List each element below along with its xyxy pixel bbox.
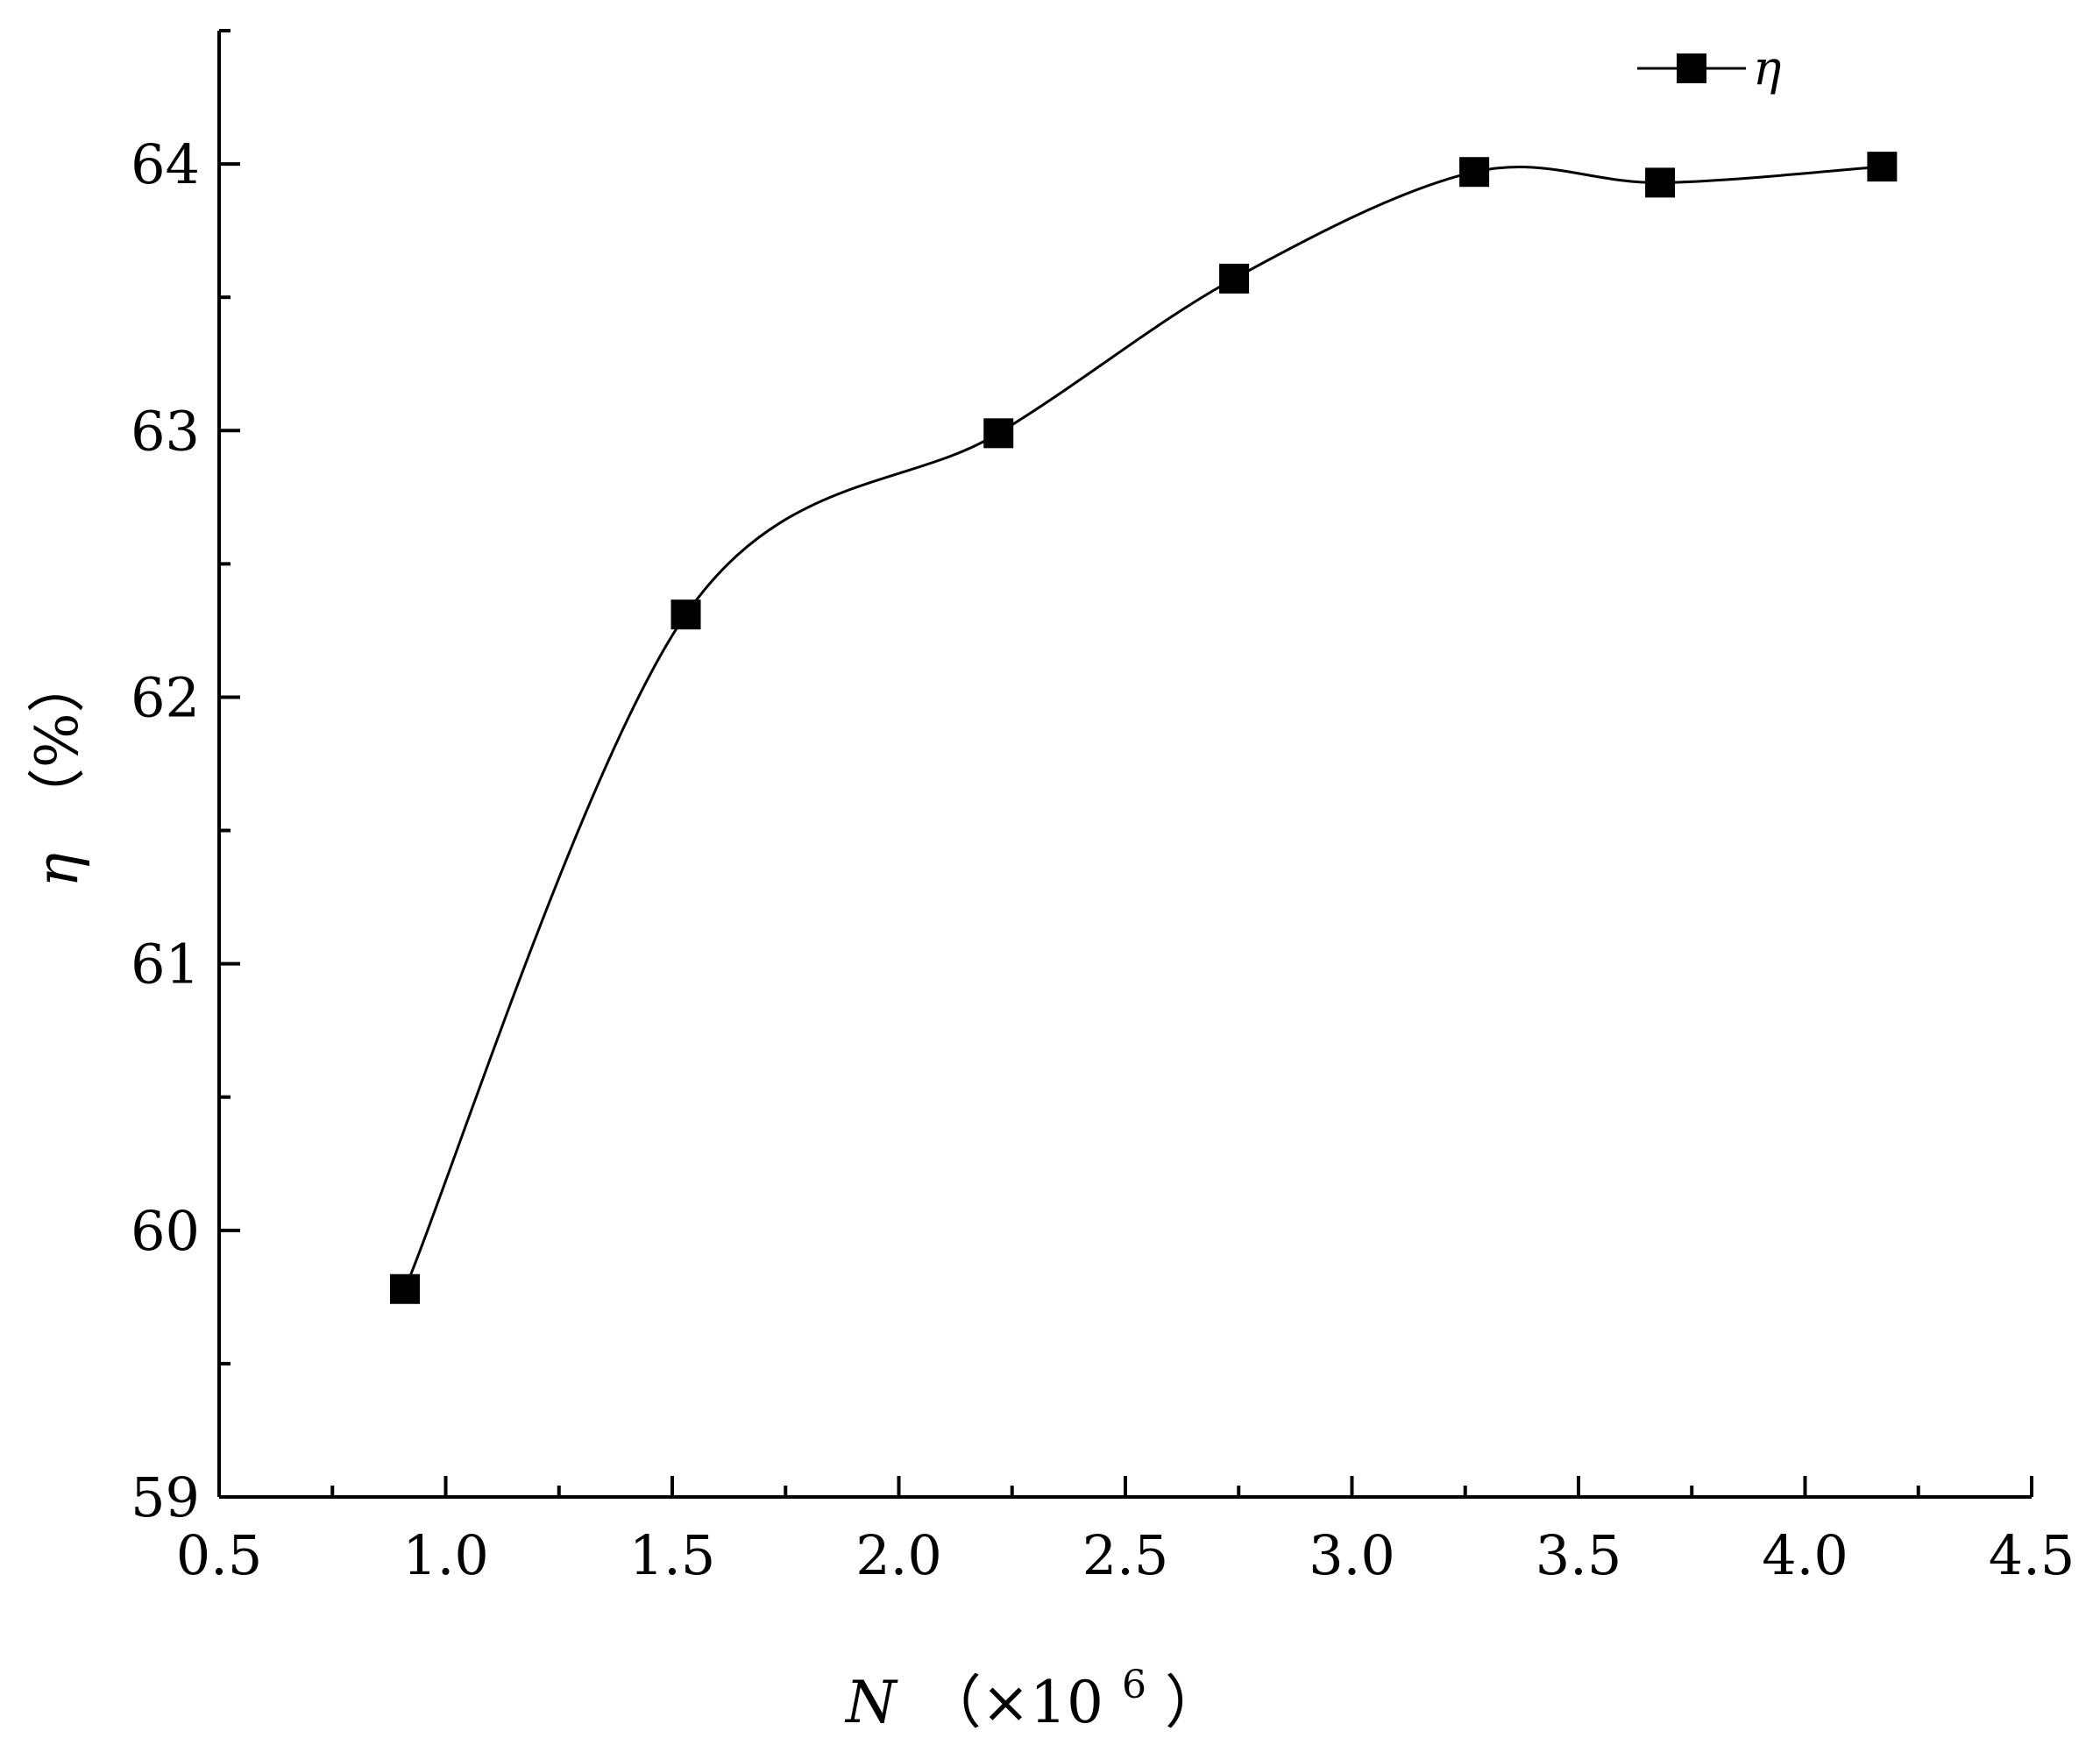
data-point [670, 599, 701, 630]
x-axis-unit-close: ） [1165, 1669, 1223, 1736]
x-tick-label: 1.5 [629, 1523, 716, 1587]
x-tick-label: 3.0 [1309, 1523, 1395, 1587]
x-tick-label: 4.5 [1989, 1523, 2075, 1587]
data-point [983, 418, 1014, 449]
data-point [1219, 263, 1250, 294]
data-point [1867, 152, 1898, 182]
y-tick-label: 60 [131, 1199, 200, 1263]
x-axis-variable: N [844, 1669, 898, 1736]
x-tick-label: 2.0 [855, 1523, 942, 1587]
data-point [1459, 157, 1490, 188]
legend: η [1637, 40, 1781, 96]
y-axis-variable: η [24, 853, 91, 888]
x-axis-title: N （×10 6 ） [844, 1644, 1223, 1736]
y-tick-label: 63 [131, 399, 200, 463]
y-tick-label: 61 [131, 933, 200, 997]
legend-label: η [1753, 40, 1781, 96]
y-tick-label: 62 [131, 665, 200, 729]
x-tick-label: 0.5 [176, 1523, 263, 1587]
x-axis-unit-exponent: 6 [1122, 1663, 1146, 1707]
x-tick-label: 1.0 [402, 1523, 489, 1587]
axes [217, 31, 2032, 1499]
x-axis-unit-open: （×10 [924, 1669, 1103, 1736]
y-axis-title: η （%） [24, 655, 91, 887]
x-tick-label: 4.0 [1762, 1523, 1848, 1587]
series-line [403, 165, 1883, 1290]
x-tick-label: 3.5 [1536, 1523, 1622, 1587]
data-point [1645, 167, 1676, 198]
legend-marker [1677, 53, 1706, 83]
y-axis-unit: （%） [24, 655, 91, 826]
plot-area [389, 152, 1898, 1304]
y-tick-label: 59 [131, 1465, 200, 1529]
data-point [389, 1273, 420, 1304]
x-tick-label: 2.5 [1082, 1523, 1169, 1587]
ticks: 0.5 1.0 1.5 2.0 2.5 3.0 3.5 4.0 4.5 59 60 61 62 63 64 [131, 29, 2075, 1587]
y-tick-label: 64 [131, 132, 200, 196]
